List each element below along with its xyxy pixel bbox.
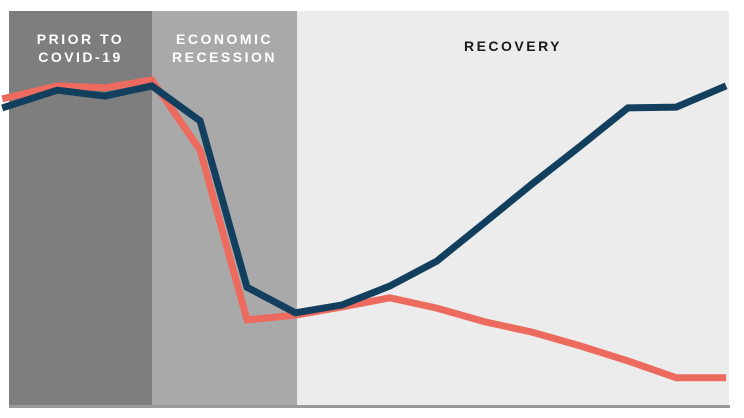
band-label-economic-recession: ECONOMIC RECESSION [172,11,277,66]
band-label-line: COVID-19 [38,49,123,65]
band-label-line: RECESSION [172,49,277,65]
band-prior-to-covid-19: PRIOR TO COVID-19 [9,11,152,405]
band-label-recovery: RECOVERY [464,11,562,55]
band-recovery: RECOVERY [297,11,729,405]
band-label-line: PRIOR TO [36,31,125,47]
band-label-line: ECONOMIC [176,31,273,47]
navy-line [1,82,728,317]
x-axis-baseline [9,405,730,408]
band-label-line: RECOVERY [463,38,563,54]
salmon-line [1,76,727,382]
band-label-prior-to-covid-19: PRIOR TO COVID-19 [37,11,124,66]
